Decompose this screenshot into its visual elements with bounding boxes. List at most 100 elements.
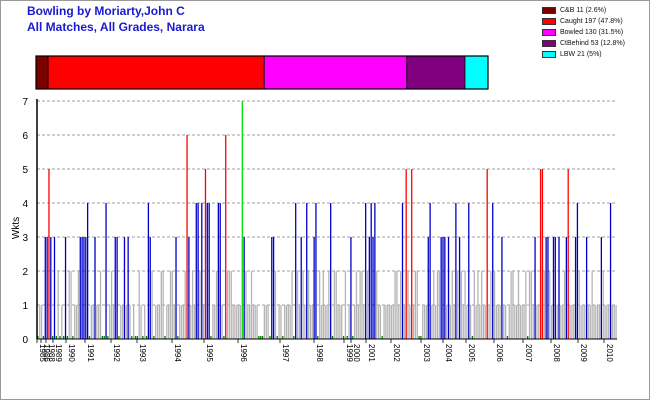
bar <box>606 305 608 339</box>
bar <box>488 305 490 339</box>
bar <box>151 271 153 339</box>
legend-label: LBW 21 (5%) <box>560 51 602 58</box>
bar <box>249 305 251 339</box>
bar <box>173 305 175 339</box>
bar <box>353 305 356 339</box>
bar <box>363 305 365 339</box>
bar <box>171 271 173 339</box>
bar-zero <box>52 336 54 339</box>
bar <box>75 305 78 339</box>
legend-item-ctbehind: CtBehind 53 (12.8%) <box>542 38 625 49</box>
bar <box>383 305 385 339</box>
bar <box>388 305 391 339</box>
bar <box>94 237 96 339</box>
bar <box>604 305 606 339</box>
x-tick-label: 1985 <box>38 344 47 362</box>
x-tick-label: 2002 <box>392 344 401 362</box>
bar <box>578 271 580 339</box>
proportion-segment-caught <box>47 55 265 90</box>
bar <box>440 237 442 339</box>
bar <box>613 305 615 339</box>
bar <box>162 271 164 339</box>
bar <box>81 237 83 339</box>
bar <box>337 305 339 339</box>
bar <box>434 305 437 339</box>
bar <box>79 237 81 339</box>
bar <box>348 305 350 339</box>
y-tick-label: 7 <box>22 97 28 108</box>
bar <box>361 271 363 339</box>
bar-zero <box>142 336 144 339</box>
bar <box>534 237 536 339</box>
bar <box>539 169 542 339</box>
bar <box>212 305 214 339</box>
bar-zero <box>37 336 39 339</box>
x-tick-label: 1989 <box>54 344 63 362</box>
bar <box>449 305 452 339</box>
bar-zero <box>317 336 319 339</box>
bar <box>206 203 208 339</box>
bar <box>582 305 584 339</box>
bar <box>497 305 499 339</box>
bar <box>416 271 418 339</box>
bar <box>149 237 151 339</box>
bar <box>530 271 533 339</box>
bar <box>138 271 140 339</box>
bar <box>199 271 201 339</box>
y-tick-label: 1 <box>22 301 28 312</box>
bar <box>615 305 617 339</box>
bar <box>237 305 240 339</box>
bar-zero <box>261 336 264 339</box>
bar <box>50 237 52 339</box>
bar <box>475 305 477 339</box>
bar <box>179 305 181 339</box>
bar-zero <box>258 336 260 339</box>
x-tick-label: 2005 <box>467 344 476 362</box>
x-tick-label: 2010 <box>605 344 614 362</box>
bar <box>442 237 444 339</box>
bar <box>333 271 336 339</box>
bar <box>197 203 199 339</box>
bar <box>392 305 394 339</box>
bar <box>318 271 321 339</box>
bar-zero <box>136 336 138 339</box>
bar <box>123 237 126 339</box>
bar <box>387 305 389 339</box>
bar <box>444 237 446 339</box>
bar <box>541 169 544 339</box>
bar <box>144 305 146 339</box>
bar <box>368 237 370 339</box>
bar <box>385 305 387 339</box>
bar-zero <box>88 336 91 339</box>
bar <box>311 305 313 339</box>
bar <box>405 169 407 339</box>
bar <box>573 305 575 339</box>
bar <box>556 305 558 339</box>
bar <box>532 305 534 339</box>
bar <box>254 305 256 339</box>
bar <box>225 135 227 339</box>
x-tick-label: 2006 <box>495 344 504 362</box>
bar <box>120 305 122 339</box>
bar <box>468 203 470 339</box>
bar <box>96 305 98 339</box>
bar <box>190 305 192 339</box>
bar <box>571 305 573 339</box>
bar <box>219 203 221 339</box>
bar <box>234 305 236 339</box>
bar <box>585 237 588 339</box>
bar-zero <box>42 336 45 339</box>
y-tick-label: 5 <box>22 165 28 176</box>
bar <box>569 305 571 339</box>
bar <box>280 305 282 339</box>
bar <box>390 305 393 339</box>
bar <box>272 237 275 339</box>
bar <box>74 305 76 339</box>
bar <box>350 237 352 339</box>
bar <box>215 271 218 339</box>
bar <box>324 305 326 339</box>
bar <box>501 237 503 339</box>
bar <box>241 101 243 339</box>
proportion-segment-ctbehind <box>406 55 466 90</box>
bar <box>83 237 85 339</box>
